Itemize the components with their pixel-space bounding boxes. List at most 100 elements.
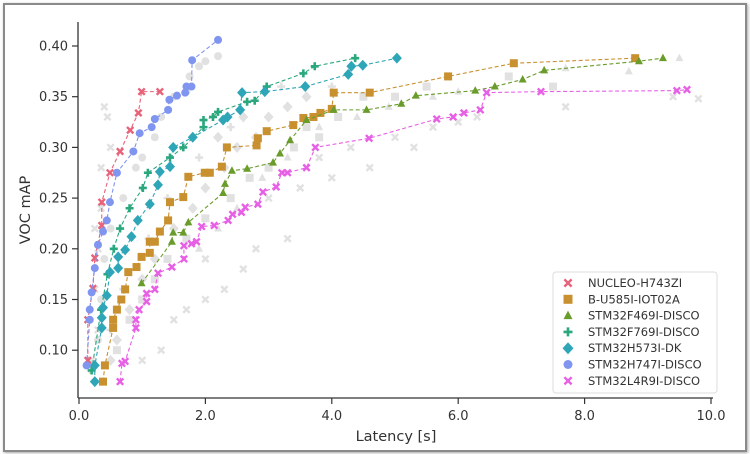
dominated-point: [201, 57, 210, 66]
data-point: [219, 188, 228, 197]
data-point: [125, 204, 134, 213]
dominated-point: [315, 153, 324, 162]
dominated-point: [163, 254, 172, 263]
data-point: [362, 105, 371, 113]
dominated-point: [112, 346, 121, 355]
data-point: [258, 187, 267, 197]
dominated-point: [264, 163, 273, 172]
dominated-point: [119, 194, 128, 203]
data-point: [634, 56, 643, 65]
data-point: [137, 87, 146, 96]
series-layer: [82, 35, 692, 388]
dominated-point: [124, 304, 135, 316]
dominated-point: [138, 153, 147, 162]
data-point: [252, 141, 261, 150]
data-point: [89, 359, 100, 371]
data-point: [145, 248, 154, 257]
dominated-point: [283, 234, 292, 243]
y-tick-label: 0.20: [39, 242, 68, 257]
x-tick-label: 0.0: [69, 409, 90, 424]
series-stm32f469i-disco: [137, 53, 667, 287]
data-point: [184, 172, 193, 181]
data-point: [172, 91, 181, 100]
data-point: [150, 115, 159, 124]
legend-label: STM32H573I-DK: [588, 341, 682, 355]
data-point: [87, 288, 96, 297]
dominated-point: [213, 131, 224, 143]
dominated-point: [168, 223, 179, 235]
data-point: [253, 134, 262, 143]
data-point: [97, 198, 106, 207]
data-point: [90, 264, 99, 273]
data-point: [283, 168, 292, 177]
data-point: [126, 126, 135, 135]
data-point: [310, 62, 319, 71]
data-point: [449, 112, 458, 122]
legend-label: STM32L4R9I-DISCO: [588, 374, 700, 388]
data-point: [228, 210, 237, 219]
legend-marker-icon: [563, 376, 573, 386]
data-point: [155, 87, 164, 96]
data-point: [181, 88, 190, 97]
legend: NUCLEO-H743ZI B-U585I-IOT02A STM32F469I-DI…: [552, 271, 718, 394]
data-point: [302, 163, 311, 172]
dominated-point: [195, 62, 204, 71]
data-point: [631, 54, 640, 63]
x-ticks: 0.0 2.0 4.0 6.0 8.0 10.0: [69, 398, 726, 424]
dominated-point: [201, 254, 210, 263]
data-point: [476, 105, 485, 114]
legend-marker-icon: [563, 360, 573, 369]
data-point: [142, 289, 151, 298]
data-point: [167, 237, 176, 245]
data-point: [82, 361, 91, 370]
x-tick-label: 10.0: [697, 409, 726, 424]
data-point: [150, 285, 159, 294]
dominated-point: [93, 336, 102, 345]
dominated-point: [669, 92, 678, 101]
dominated-point: [157, 346, 166, 355]
dominated-point: [182, 305, 191, 314]
dominated-point: [106, 143, 115, 152]
data-point: [217, 162, 226, 171]
x-tick-label: 6.0: [448, 409, 469, 424]
data-point: [682, 85, 692, 94]
dominated-point: [675, 53, 684, 62]
data-point: [192, 237, 201, 246]
data-point: [166, 198, 175, 207]
dominated-point: [390, 133, 400, 142]
dominated-point: [226, 123, 235, 132]
dominated-point: [263, 111, 274, 123]
data-point: [90, 253, 99, 262]
y-ticks: 0.10 0.15 0.20 0.25 0.30 0.35 0.40: [39, 40, 78, 359]
data-point: [126, 231, 137, 243]
data-point: [365, 88, 374, 97]
data-point: [210, 221, 219, 230]
data-point: [179, 254, 188, 263]
data-point: [105, 168, 115, 177]
legend-item: B-U585I-IOT02A: [563, 292, 680, 306]
legend-marker-icon: [563, 278, 573, 288]
data-point: [391, 52, 402, 64]
dominated-point: [125, 315, 134, 324]
dominated-point: [150, 275, 159, 284]
data-point: [135, 129, 144, 138]
data-point: [357, 59, 368, 71]
data-point: [329, 88, 338, 97]
data-point: [184, 217, 193, 226]
data-point: [237, 87, 248, 99]
data-point: [490, 82, 499, 90]
dominated-point: [138, 295, 147, 304]
data-point: [269, 158, 278, 166]
data-point: [343, 68, 354, 80]
data-point: [299, 113, 308, 122]
data-point: [197, 222, 206, 231]
data-point: [109, 323, 118, 332]
data-point: [311, 143, 320, 152]
data-point: [137, 278, 146, 287]
data-point: [134, 305, 144, 314]
dominated-point: [454, 87, 463, 95]
data-point: [272, 182, 281, 191]
legend-label: B-U585I-IOT02A: [588, 292, 680, 306]
data-point: [166, 153, 175, 162]
